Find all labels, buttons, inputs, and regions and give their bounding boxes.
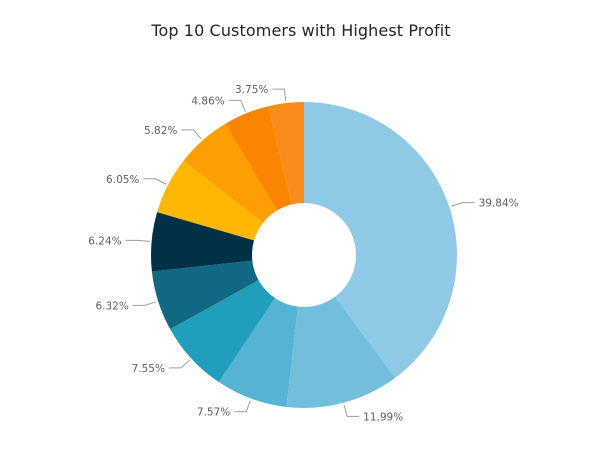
leader-line	[125, 239, 150, 242]
leader-line	[228, 99, 246, 112]
donut-slice[interactable]	[268, 102, 304, 205]
slices-group	[151, 102, 457, 408]
chart-title: Top 10 Customers with Highest Profit	[151, 21, 451, 40]
data-labels-group: 39.84% 11.99% 7.57% 7.55% 6.32% 6.24% 6.05% 5.8…	[88, 84, 518, 423]
leader-line	[451, 202, 475, 207]
leader-line	[343, 404, 360, 417]
data-label: 5.82%	[144, 125, 177, 137]
data-label: 7.55%	[132, 363, 165, 375]
data-label: 7.57%	[197, 407, 230, 419]
data-label: 6.24%	[88, 235, 121, 247]
donut-slice[interactable]	[157, 160, 264, 241]
donut-slice[interactable]	[225, 106, 292, 211]
data-label: 6.32%	[95, 300, 128, 312]
donut-slice[interactable]	[151, 260, 259, 330]
data-label: 11.99%	[363, 411, 403, 423]
leader-line	[143, 178, 167, 185]
leader-line	[234, 400, 251, 413]
data-label: 6.05%	[106, 174, 139, 186]
donut-slice[interactable]	[183, 123, 278, 223]
leader-line	[132, 301, 157, 306]
leader-line	[168, 359, 191, 369]
data-label: 39.84%	[479, 198, 519, 210]
leader-line	[181, 129, 202, 140]
data-label: 4.86%	[191, 95, 224, 107]
donut-slice[interactable]	[218, 298, 299, 407]
leader-line	[272, 88, 287, 102]
donut-slice[interactable]	[170, 280, 276, 383]
donut-slice[interactable]	[304, 102, 457, 378]
donut-slice[interactable]	[286, 296, 396, 408]
data-label: 3.75%	[235, 84, 268, 96]
donut-slice[interactable]	[151, 212, 255, 272]
leader-lines-group	[125, 88, 475, 417]
